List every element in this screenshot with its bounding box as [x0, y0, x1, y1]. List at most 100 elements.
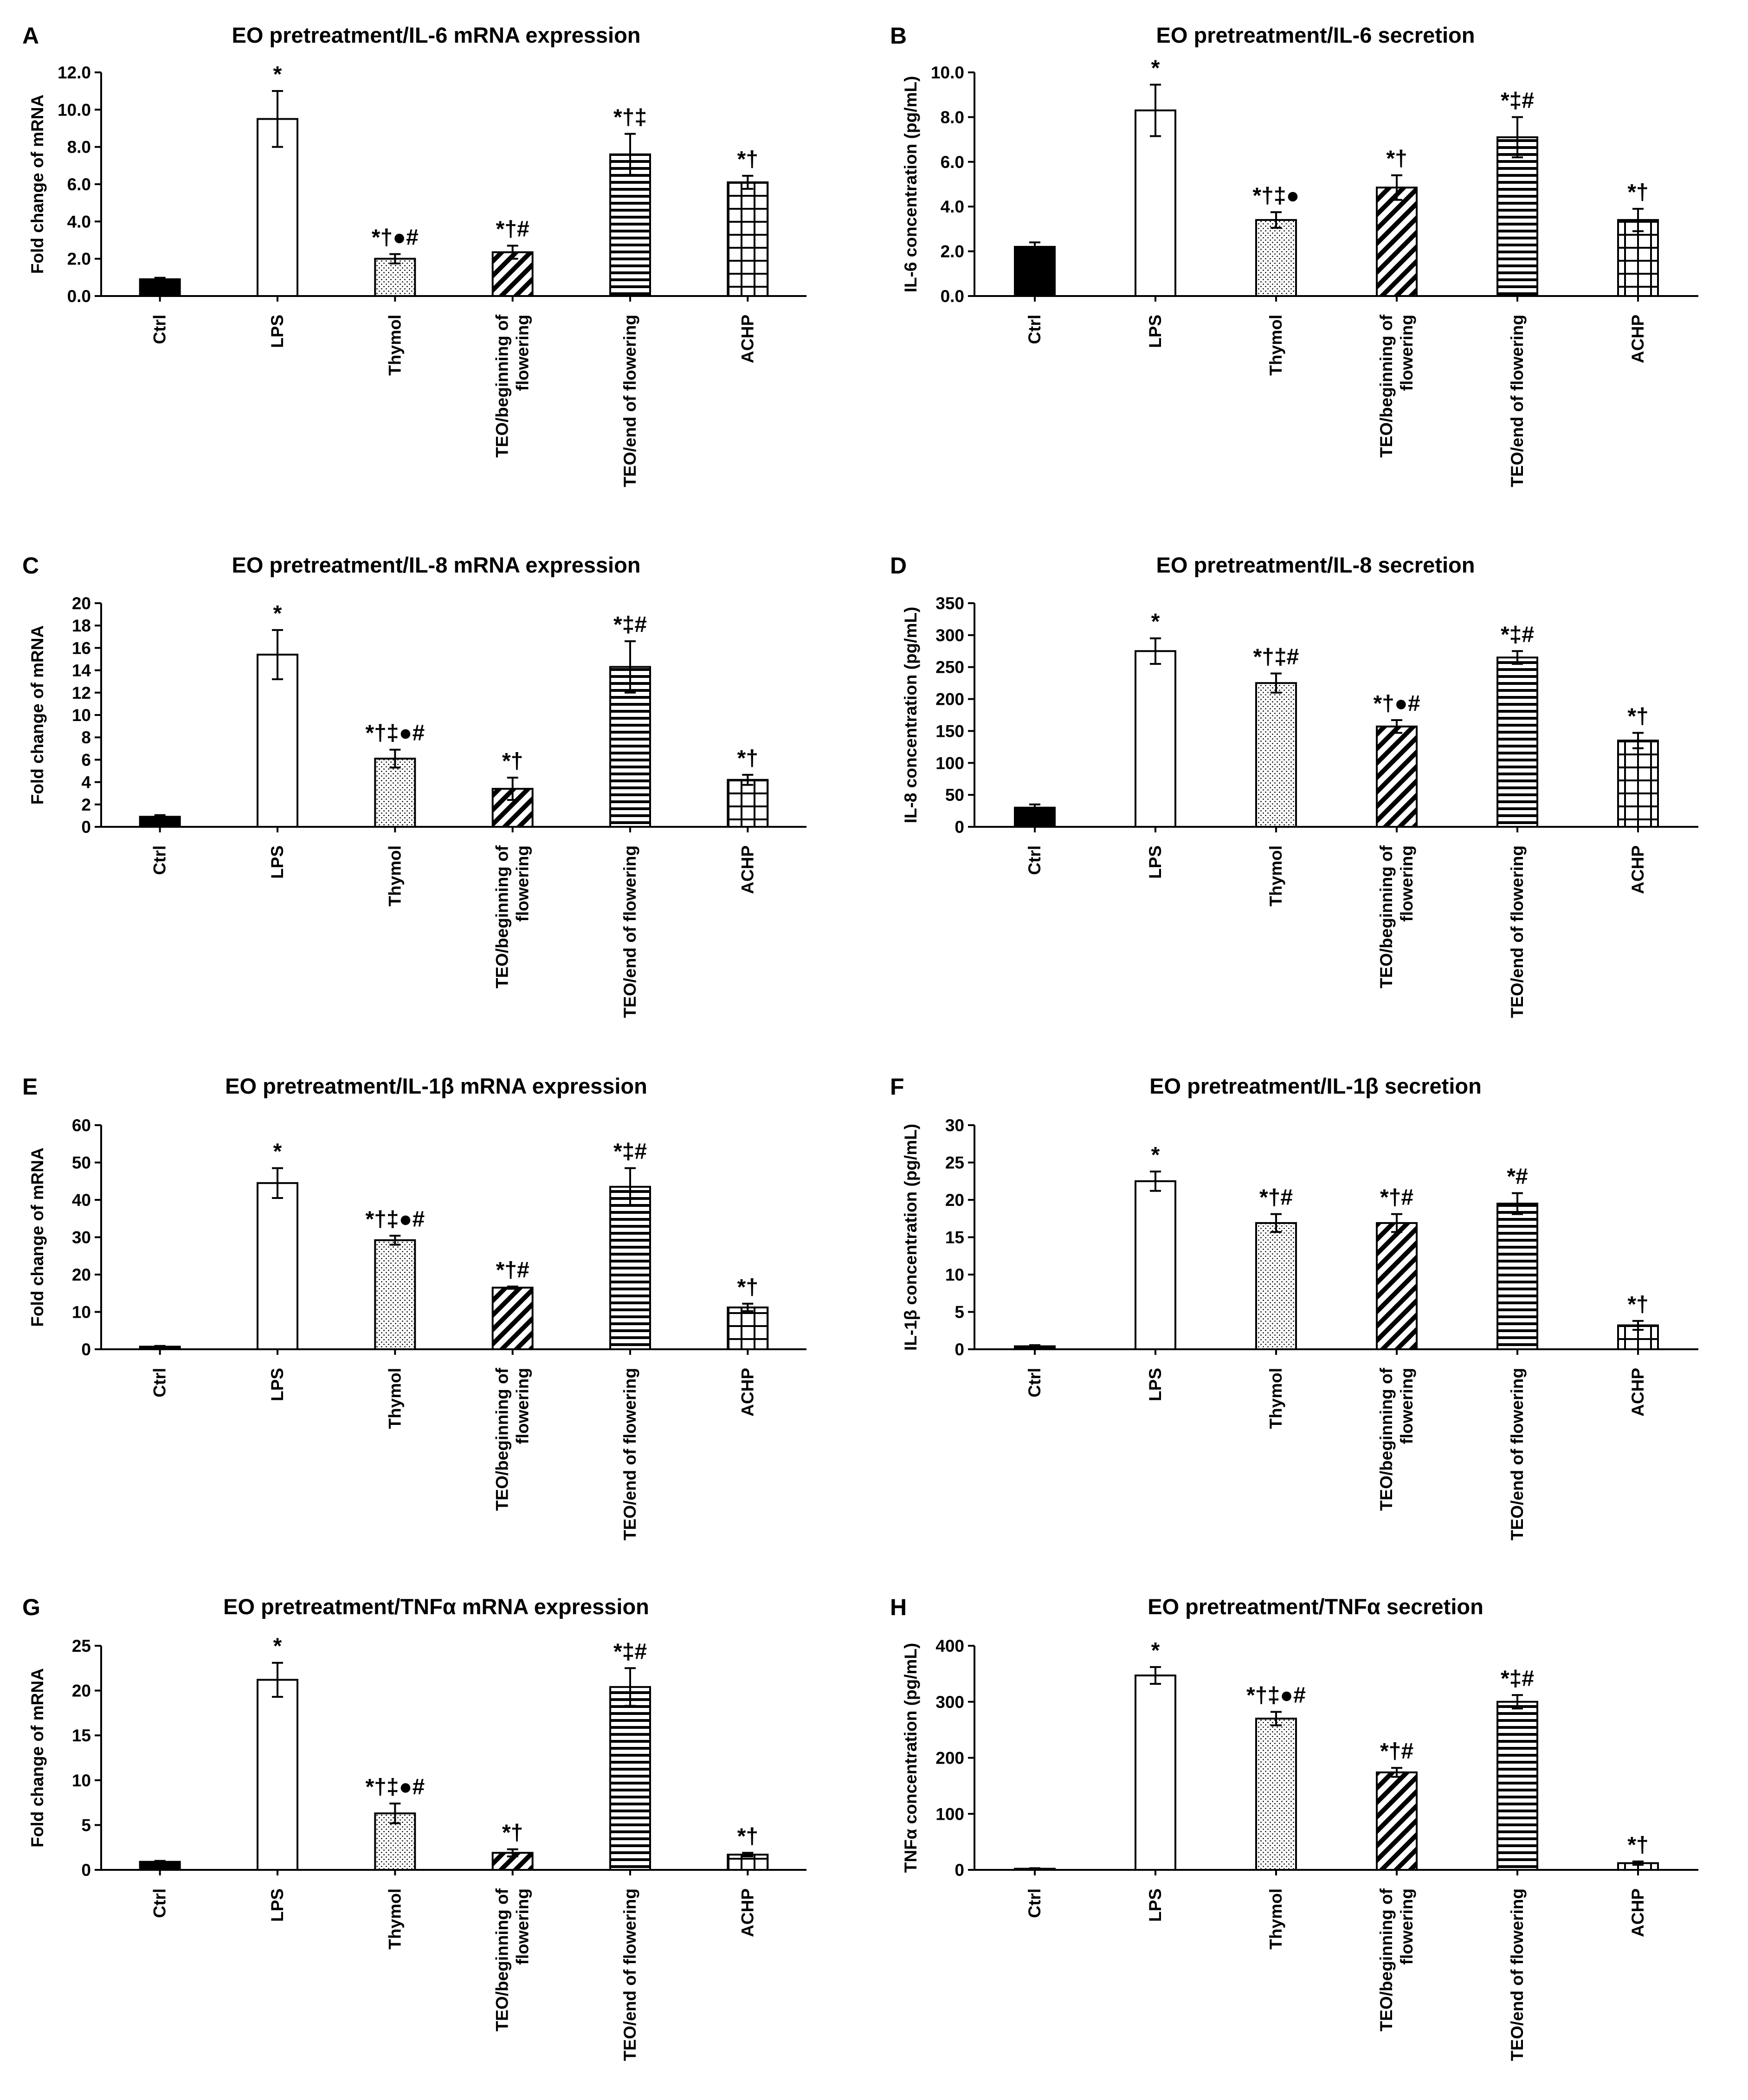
bar — [609, 1686, 651, 1871]
y-tick-label: 15 — [945, 1228, 964, 1247]
y-tick-label: 0 — [955, 1861, 964, 1880]
y-tick-label: 0 — [955, 1340, 964, 1359]
significance-label: *‡# — [1501, 622, 1534, 647]
x-tick-label: Thymol — [1266, 845, 1285, 907]
y-tick-label: 6.0 — [941, 153, 964, 172]
x-tick-label: ACHP — [738, 1888, 757, 1937]
x-tick-label: Thymol — [385, 315, 404, 376]
x-tick-label: ACHP — [1628, 315, 1647, 363]
significance-label: *† — [737, 1275, 758, 1300]
x-tick-label: TEO/beginning offlowering — [1377, 845, 1416, 988]
bar — [1496, 1701, 1538, 1871]
y-tick-label: 8.0 — [67, 138, 91, 157]
y-tick-label: 50 — [72, 1153, 91, 1172]
y-tick-label: 300 — [935, 1693, 964, 1712]
x-tick-label: Ctrl — [150, 1888, 169, 1918]
bar — [139, 278, 181, 297]
x-tick-label: TEO/end of flowering — [1508, 845, 1527, 1018]
panel-label: E — [22, 1074, 38, 1100]
x-tick-label: Ctrl — [1025, 1888, 1044, 1918]
y-axis-label: Fold change of mRNA — [28, 1668, 47, 1847]
bar — [257, 1182, 298, 1350]
x-tick-label: TEO/beginning offlowering — [1377, 1888, 1416, 2031]
x-tick-label: Ctrl — [150, 315, 169, 344]
panel-d: D EO pretreatment/IL-8 secretion IL-8 conc… — [890, 553, 1698, 1018]
y-tick-label: 16 — [72, 638, 91, 657]
chart-title: EO pretreatment/IL-1β secretion — [1149, 1074, 1482, 1098]
significance-label: *† — [502, 1821, 523, 1845]
y-tick-label: 8.0 — [941, 108, 964, 127]
significance-label: *†‡●# — [1246, 1683, 1306, 1707]
y-tick-label: 12.0 — [58, 63, 91, 82]
x-tick-label: ACHP — [738, 315, 757, 363]
panel-c: C EO pretreatment/IL-8 mRNA expression Fol… — [22, 553, 806, 1018]
x-tick-label: TEO/end of flowering — [620, 1888, 639, 2061]
x-tick-label: Thymol — [1266, 315, 1285, 376]
y-tick-label: 200 — [935, 1749, 964, 1768]
significance-label: *†# — [1259, 1185, 1293, 1210]
x-tick-label: Ctrl — [1025, 845, 1044, 875]
x-tick-label: Thymol — [1266, 1368, 1285, 1429]
panel-b: B EO pretreatment/IL-6 secretion IL-6 conc… — [890, 23, 1698, 487]
x-tick-label: LPS — [268, 845, 287, 879]
y-tick-label: 30 — [945, 1116, 964, 1135]
bar — [1376, 1222, 1418, 1350]
bar — [609, 1185, 651, 1350]
x-tick-label: LPS — [1146, 315, 1165, 348]
panel-e: E EO pretreatment/IL-1β mRNA expression Fo… — [22, 1074, 806, 1540]
y-tick-label: 6 — [81, 750, 91, 769]
significance-label: *†●# — [372, 225, 419, 250]
y-tick-label: 10 — [72, 706, 91, 725]
x-tick-label: Thymol — [385, 1368, 404, 1429]
y-axis-label: TNFα concentration (pg/mL) — [901, 1643, 920, 1873]
panel-label: A — [22, 23, 39, 49]
x-tick-label: Thymol — [1266, 1888, 1285, 1950]
x-tick-label: TEO/end of flowering — [620, 315, 639, 487]
significance-label: *†●# — [1373, 691, 1420, 716]
significance-label: * — [273, 601, 282, 626]
y-tick-label: 40 — [72, 1191, 91, 1210]
y-tick-label: 150 — [935, 721, 964, 741]
x-tick-label: LPS — [1146, 1888, 1165, 1922]
bar — [491, 1852, 534, 1871]
y-tick-label: 4 — [81, 773, 91, 792]
bar — [257, 653, 298, 828]
significance-label: * — [1151, 1638, 1160, 1663]
panel-label: G — [22, 1594, 40, 1620]
x-tick-label: Ctrl — [1025, 315, 1044, 344]
x-tick-label: LPS — [268, 1368, 287, 1401]
significance-label: * — [1151, 56, 1160, 81]
y-tick-label: 350 — [935, 594, 964, 613]
bar — [1255, 219, 1297, 297]
bar — [374, 757, 416, 828]
y-tick-label: 250 — [935, 658, 964, 677]
bar — [257, 1679, 298, 1871]
x-tick-label: TEO/beginning offlowering — [493, 845, 532, 988]
panel-label: F — [890, 1074, 904, 1100]
significance-label: *† — [737, 746, 758, 771]
y-tick-label: 15 — [72, 1726, 91, 1745]
significance-label: *†# — [496, 1258, 529, 1282]
x-tick-label: TEO/beginning offlowering — [493, 1888, 532, 2031]
y-tick-label: 0 — [81, 1861, 91, 1880]
y-tick-label: 20 — [945, 1191, 964, 1210]
x-tick-label: TEO/beginning offlowering — [1377, 314, 1416, 457]
bar — [727, 779, 769, 828]
x-tick-label: TEO/beginning offlowering — [493, 1367, 532, 1511]
bar — [727, 181, 769, 297]
bar — [1496, 1203, 1538, 1351]
bar — [1135, 650, 1176, 828]
y-tick-label: 60 — [72, 1116, 91, 1135]
significance-label: * — [1151, 610, 1160, 634]
y-tick-label: 8 — [81, 728, 91, 747]
y-tick-label: 20 — [72, 594, 91, 613]
significance-label: *‡# — [613, 612, 647, 637]
x-tick-label: LPS — [268, 315, 287, 348]
x-tick-label: ACHP — [1628, 845, 1647, 894]
y-tick-label: 4.0 — [67, 212, 91, 231]
y-tick-label: 20 — [72, 1265, 91, 1284]
significance-label: * — [1151, 1143, 1160, 1167]
significance-label: *†‡●# — [365, 1207, 425, 1231]
panel-h: H EO pretreatment/TNFα secretion TNFα conc… — [890, 1594, 1698, 2061]
significance-label: *‡# — [1501, 1666, 1534, 1691]
